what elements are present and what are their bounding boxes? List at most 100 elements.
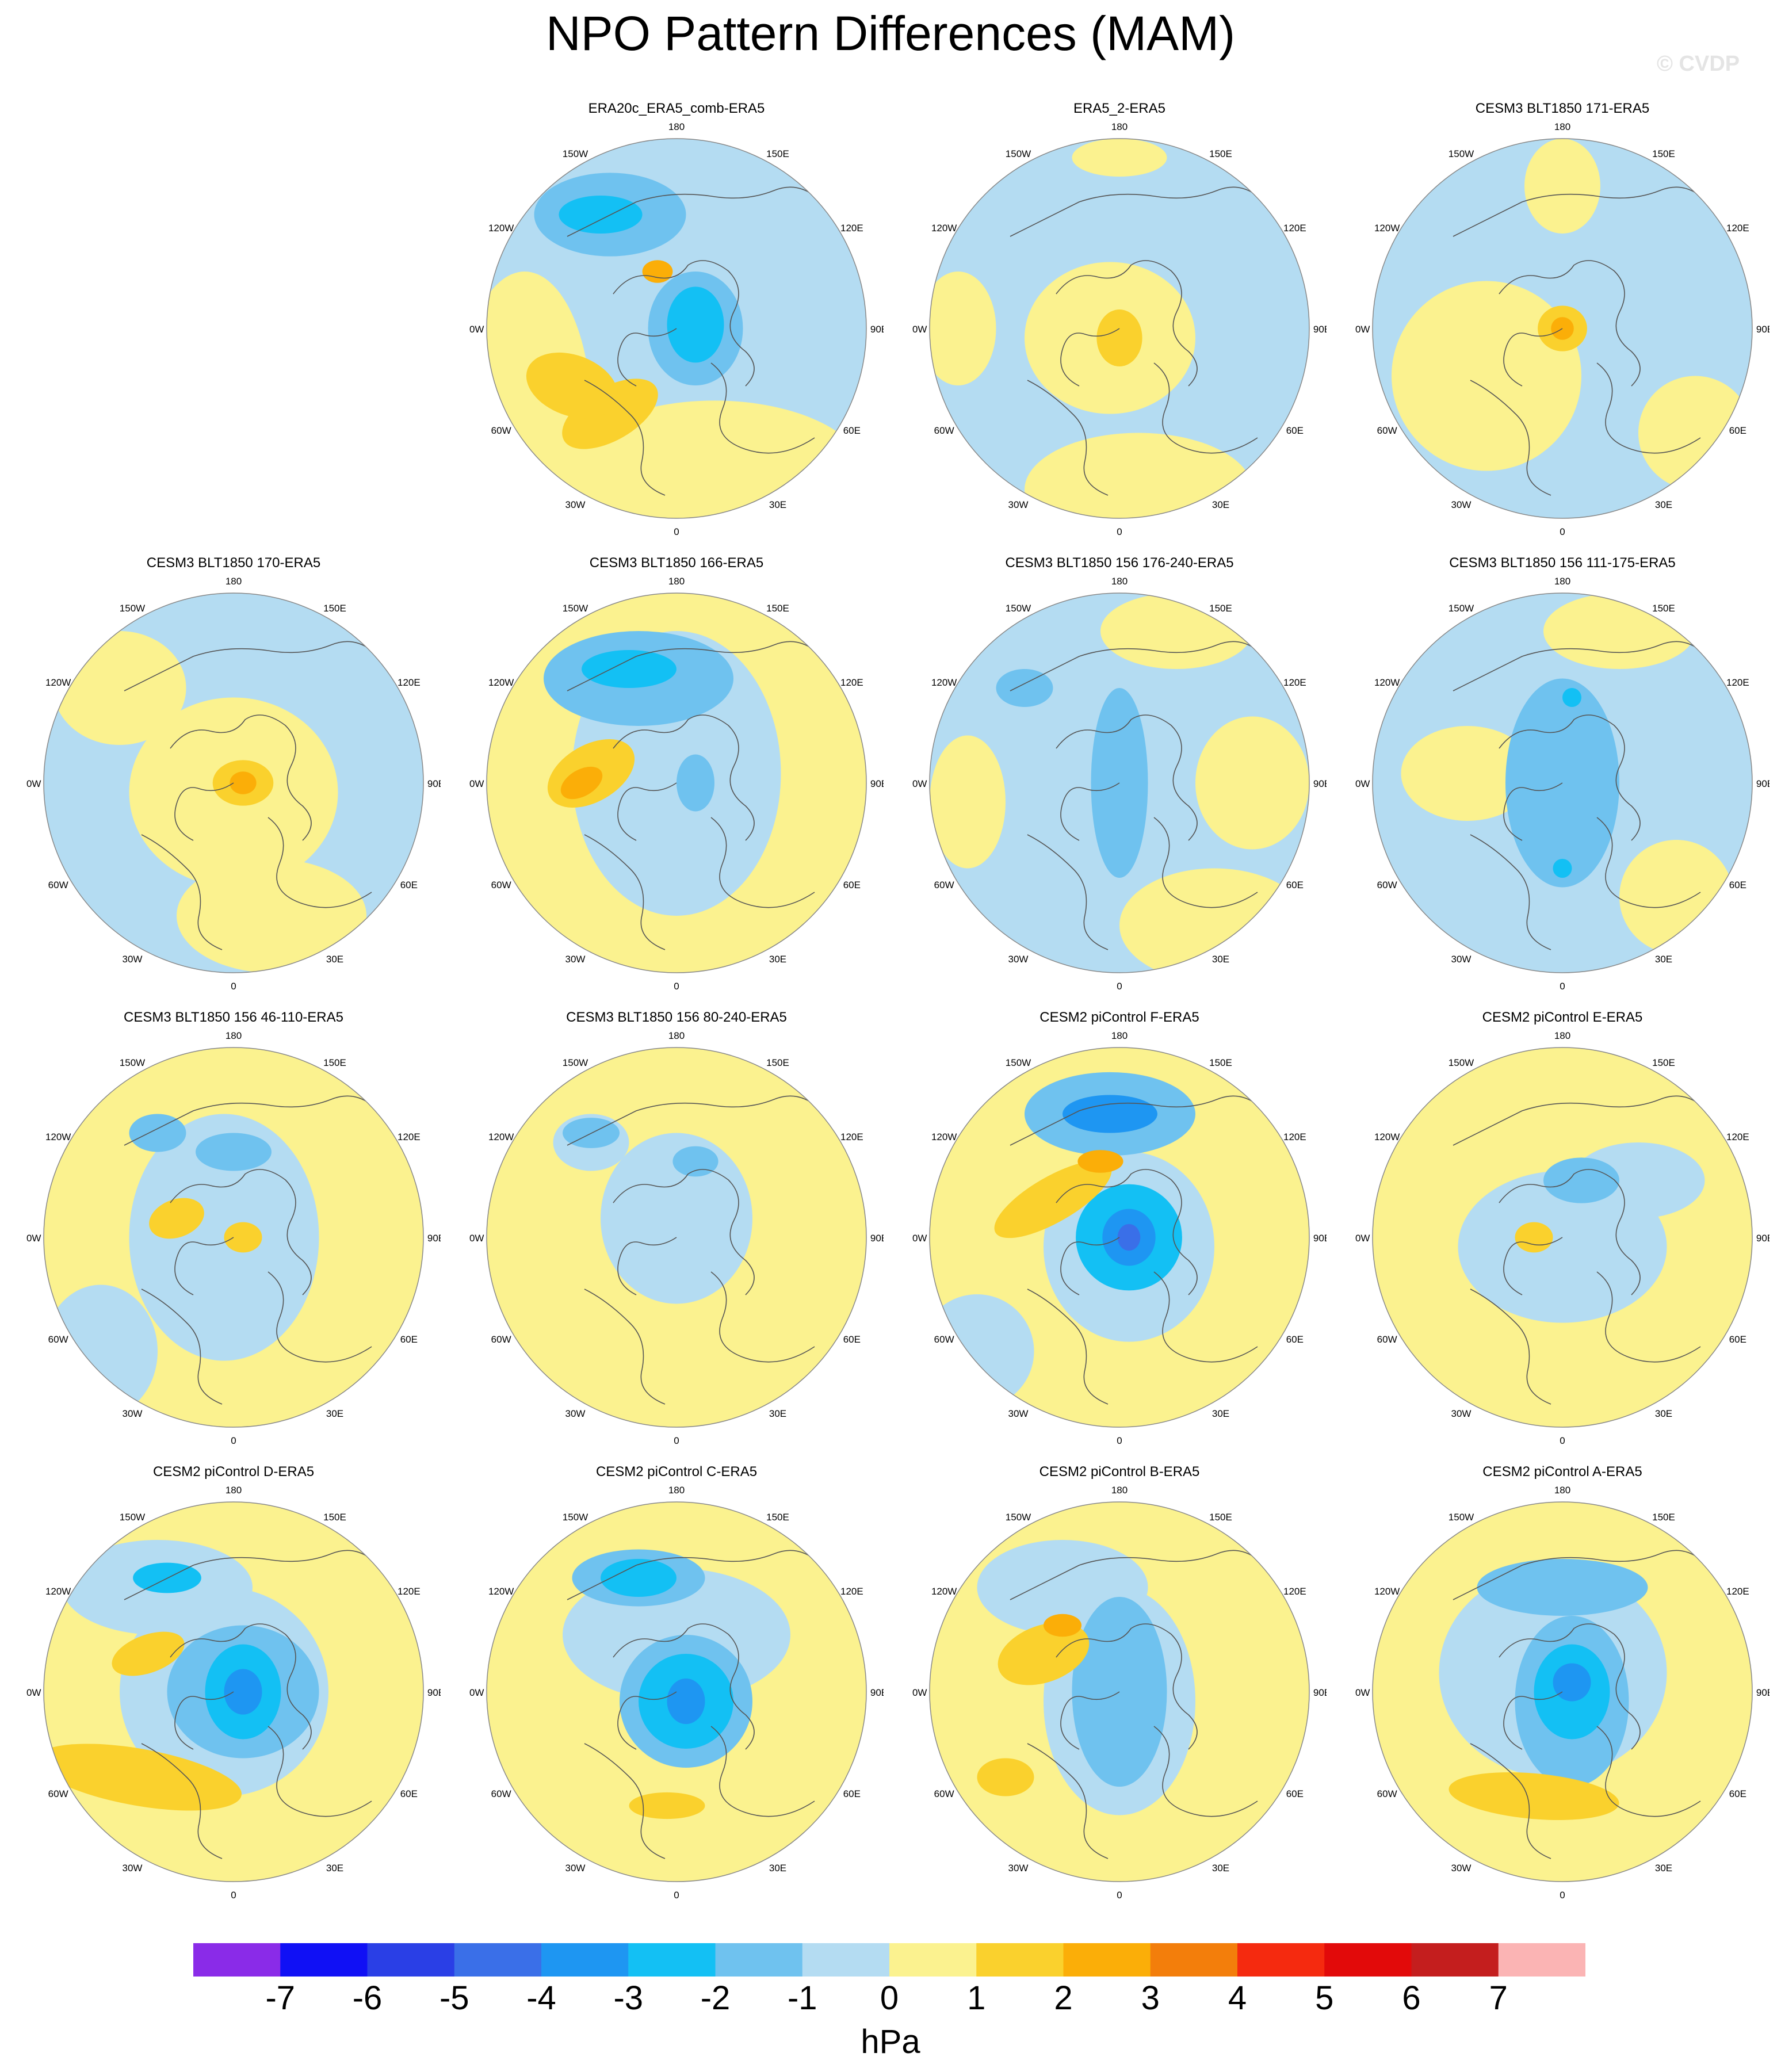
longitude-label: 60W xyxy=(48,1788,68,1799)
longitude-label: 90W xyxy=(912,1687,927,1698)
longitude-label: 90W xyxy=(469,778,484,789)
map-boundary xyxy=(1372,1501,1753,1882)
anomaly-contour xyxy=(1063,1095,1157,1133)
longitude-label: 60E xyxy=(1286,425,1304,436)
panel-title: CESM3 BLT1850 156 176-240-ERA5 xyxy=(1005,555,1234,571)
map-panel: CESM3 BLT1850 156 80-240-ERA5 180 150E 120E… xyxy=(469,1010,884,1447)
longitude-label: 120W xyxy=(488,223,514,234)
map-boundary xyxy=(1372,1047,1753,1428)
longitude-label: 90E xyxy=(870,1233,884,1244)
colorbar-tick-label: -5 xyxy=(439,1979,469,2017)
longitude-label: 120E xyxy=(1726,1586,1749,1597)
longitude-label: 150E xyxy=(766,603,789,614)
longitude-label: 150E xyxy=(323,1057,346,1068)
longitude-label: 180 xyxy=(1554,1485,1570,1496)
colorbar-tick-label: 7 xyxy=(1489,1979,1508,2017)
panel-title: CESM2 piControl D-ERA5 xyxy=(152,1464,315,1480)
coastlines xyxy=(124,641,384,950)
polar-map: 180 150E 120E 90E 60E 30E 0 30W 60W 90W 120W 150W xyxy=(912,1485,1327,1899)
longitude-label: 150E xyxy=(766,1512,789,1523)
longitude-label: 30E xyxy=(769,1408,786,1419)
colorbar-swatch xyxy=(889,1943,977,1977)
longitude-label: 60W xyxy=(48,1334,68,1345)
longitude-label: 150E xyxy=(1209,1057,1232,1068)
longitude-label: 0 xyxy=(1560,1435,1565,1444)
panel-title: CESM3 BLT1850 156 46-110-ERA5 xyxy=(124,1010,343,1025)
longitude-label: 30W xyxy=(123,954,143,965)
longitude-label: 90E xyxy=(1756,324,1769,335)
longitude-label: 30W xyxy=(123,1408,143,1419)
longitude-label: 120W xyxy=(931,1131,957,1142)
longitude-label: 30E xyxy=(1212,499,1229,510)
map-panel: CESM3 BLT1850 156 111-175-ERA5 180 150E 120… xyxy=(1355,555,1769,992)
map-boundary xyxy=(929,1501,1310,1882)
map-boundary xyxy=(43,1047,424,1428)
coastlines xyxy=(1453,641,1713,950)
longitude-label: 30E xyxy=(769,1863,786,1874)
longitude-label: 150W xyxy=(563,1512,588,1523)
anomaly-contour xyxy=(177,859,366,973)
polar-map: 180 150E 120E 90E 60E 30E 0 30W 60W 90W 120W 150W xyxy=(1355,576,1769,990)
longitude-label: 120W xyxy=(488,1586,514,1597)
longitude-label: 30E xyxy=(769,499,786,510)
panel-title: CESM3 BLT1850 156 111-175-ERA5 xyxy=(1449,555,1676,571)
longitude-label: 90E xyxy=(1313,1687,1327,1698)
anomaly-contour xyxy=(149,1198,204,1239)
longitude-label: 150W xyxy=(1449,603,1474,614)
longitude-label: 150E xyxy=(1652,148,1675,159)
longitude-label: 120E xyxy=(1726,223,1749,234)
panel-title: CESM3 BLT1850 166-ERA5 xyxy=(589,555,764,571)
anomaly-contour xyxy=(930,735,1006,869)
longitude-label: 180 xyxy=(1111,1485,1128,1496)
longitude-label: 60E xyxy=(1729,1788,1746,1799)
map-boundary xyxy=(929,1047,1310,1428)
longitude-label: 0 xyxy=(674,1435,679,1444)
longitude-label: 90E xyxy=(1313,778,1327,789)
colorbar-swatch xyxy=(1237,1943,1325,1977)
longitude-label: 60W xyxy=(934,1788,954,1799)
longitude-label: 120E xyxy=(1283,223,1306,234)
longitude-label: 150W xyxy=(563,603,588,614)
map-panel: ERA5_2-ERA5 180 150E 120E 90E 60E 30E 0 30W 60W 90… xyxy=(912,101,1327,538)
longitude-label: 90W xyxy=(912,324,927,335)
anomaly-contour xyxy=(224,1669,262,1715)
longitude-label: 180 xyxy=(226,1485,242,1496)
longitude-label: 30W xyxy=(565,1408,586,1419)
coastlines xyxy=(124,1095,384,1405)
longitude-label: 180 xyxy=(1111,121,1128,132)
longitude-label: 120W xyxy=(45,1586,71,1597)
longitude-label: 120E xyxy=(398,1586,421,1597)
longitude-label: 150W xyxy=(1006,603,1031,614)
colorbar-units: hPa xyxy=(861,2023,920,2060)
colorbar-tick-label: -4 xyxy=(526,1979,556,2017)
longitude-label: 150W xyxy=(1449,1512,1474,1523)
colorbar-swatch xyxy=(1411,1943,1499,1977)
polar-map: 180 150E 120E 90E 60E 30E 0 30W 60W 90W 120W 150W xyxy=(912,576,1327,990)
longitude-label: 30W xyxy=(1451,954,1472,965)
polar-map: 180 150E 120E 90E 60E 30E 0 30W 60W 90W 120W 150W xyxy=(469,1030,884,1444)
anomaly-contour xyxy=(526,352,618,419)
colorbar-swatch xyxy=(367,1943,455,1977)
coastlines xyxy=(1453,1095,1713,1405)
longitude-label: 150W xyxy=(120,1512,145,1523)
longitude-label: 90W xyxy=(912,778,927,789)
longitude-label: 120W xyxy=(931,223,957,234)
longitude-label: 120E xyxy=(1726,677,1749,688)
longitude-label: 180 xyxy=(1554,576,1570,587)
longitude-label: 180 xyxy=(1554,121,1570,132)
longitude-label: 180 xyxy=(1111,1030,1128,1041)
longitude-label: 0 xyxy=(1560,981,1565,990)
anomaly-contour xyxy=(112,1631,185,1676)
map-panel: ERA20c_ERA5_comb-ERA5 180 150E 120E 90E 60E 30… xyxy=(469,101,884,538)
longitude-label: 150W xyxy=(1006,1512,1031,1523)
longitude-label: 150W xyxy=(563,148,588,159)
longitude-label: 150W xyxy=(1006,1057,1031,1068)
colorbar-tick-label: 5 xyxy=(1315,1979,1334,2017)
colorbar-tick-label: -2 xyxy=(700,1979,731,2017)
anomaly-contour xyxy=(642,260,673,283)
colorbar-tick-label: 2 xyxy=(1054,1979,1073,2017)
anomaly-contour xyxy=(672,1146,718,1177)
longitude-label: 0 xyxy=(1117,1890,1122,1899)
polar-map: 180 150E 120E 90E 60E 30E 0 30W 60W 90W 120W 150W xyxy=(912,1030,1327,1444)
colorbar-swatch xyxy=(541,1943,629,1977)
